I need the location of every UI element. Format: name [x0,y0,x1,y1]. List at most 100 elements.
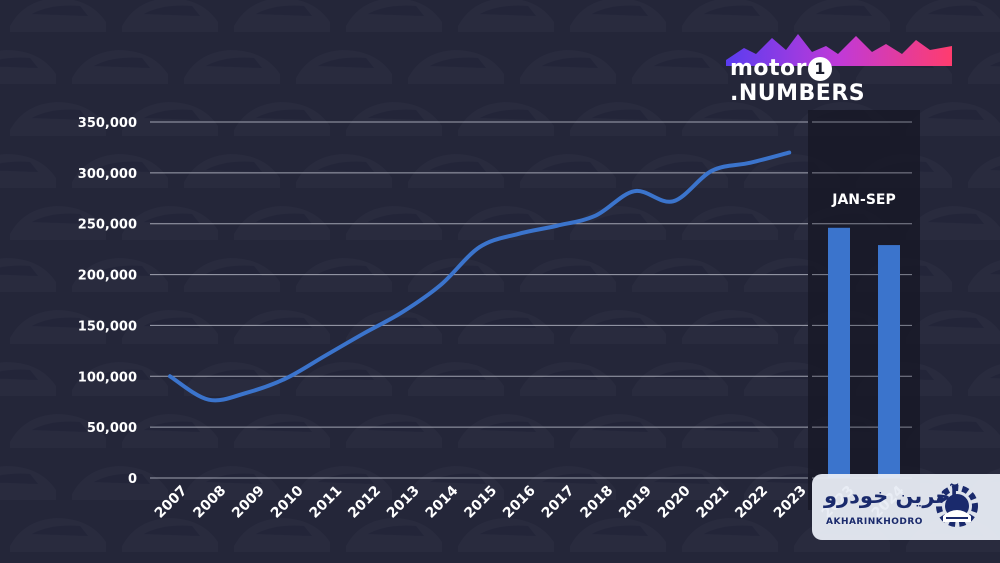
bg-car-window [430,369,486,380]
bg-car [72,258,168,292]
y-tick-label: 150,000 [78,319,137,334]
bg-car-window [256,213,312,224]
jan-sep-bar [878,245,900,478]
logo-wordmark: motor 1.NUMBERS [730,56,866,106]
bg-car [458,518,554,552]
bg-car [10,310,106,344]
bg-car [296,50,392,84]
bg-car [296,154,392,188]
bg-car-window [592,109,648,120]
bg-car-window [430,265,486,276]
bg-car [184,466,280,500]
bg-car-window [206,57,262,68]
x-tick-label: 2013 [384,483,423,522]
akharinkhodro-watermark: آخرین خودرو AKHARINKHODRO [812,474,1000,540]
jan-sep-bar [828,227,850,478]
y-tick-label: 0 [128,472,137,487]
x-tick-label: 2023 [771,483,810,522]
bg-car-window [816,5,872,16]
bg-car-window [94,265,150,276]
bg-car [10,414,106,448]
mountain-peaks-icon [726,34,952,66]
logo-number-badge: 1 [808,57,833,81]
x-tick-label: 2010 [268,483,307,522]
watermark-text-en: AKHARINKHODRO [826,517,923,527]
bg-car-window [430,161,486,172]
bg-car-window [990,269,1000,275]
bg-car [72,466,168,500]
bg-car [346,310,442,344]
bg-car [346,0,442,32]
x-tick-label: 2019 [616,483,655,522]
bg-car [122,414,218,448]
bg-car [682,310,778,344]
bg-car-window [368,109,424,120]
bg-car [906,206,1000,240]
bg-car [968,156,1000,188]
bg-car-window [542,473,598,484]
bg-car-window [430,57,486,68]
bg-car-window [928,317,984,328]
bg-car-window [32,317,88,328]
bg-car [122,206,218,240]
bg-car-window [256,525,312,536]
bg-car [906,414,1000,448]
x-tick-label: 2009 [229,483,268,522]
bg-car-window [990,373,1000,379]
x-tick-label: 2018 [577,483,616,522]
bg-car [408,362,504,396]
annual-sales-line [168,150,792,403]
bg-car-window [32,109,88,120]
bg-car [10,0,106,32]
bg-car-window [430,473,486,484]
watermark-text-fa: آخرین خودرو [824,484,958,508]
bg-car-window [480,213,536,224]
bg-car [72,154,168,188]
bg-car [632,362,728,396]
bg-car [520,362,616,396]
bg-car [968,364,1000,396]
y-tick-label: 50,000 [87,421,137,436]
bg-car [234,518,330,552]
bg-car-window [0,473,38,484]
bg-car-window [94,369,150,380]
x-tick-label: 2016 [500,483,539,522]
x-tick-label: 2011 [307,483,346,522]
bg-car [10,206,106,240]
bg-car [408,466,504,500]
bg-car-window [704,109,760,120]
bg-car [184,50,280,84]
bg-car [122,310,218,344]
bg-car-window [480,109,536,120]
x-axis-ticks: 2007 2008 2009 2010 2011 2012 2013 2014 2015 2016… [152,483,810,522]
bg-car-window [32,525,88,536]
bg-car [458,310,554,344]
x-tick-label: 2012 [345,483,384,522]
bg-car [72,50,168,84]
bg-car-window [654,473,710,484]
bg-car-window [144,5,200,16]
bg-car-window [318,265,374,276]
bg-car-window [990,165,1000,171]
bg-car-window [94,57,150,68]
bg-car-window [318,473,374,484]
bg-car [408,50,504,84]
y-tick-label: 100,000 [78,370,137,385]
bg-car-window [704,213,760,224]
bg-car-window [928,213,984,224]
bg-car [520,154,616,188]
bg-car [184,154,280,188]
bg-car [632,154,728,188]
bg-car [570,310,666,344]
bg-car-window [0,265,38,276]
y-tick-label: 250,000 [78,218,137,233]
x-tick-label: 2020 [655,483,694,522]
bg-car [520,50,616,84]
bg-car [682,102,778,136]
bg-car [72,362,168,396]
bg-car-window [94,161,150,172]
bg-car-window [256,5,312,16]
y-tick-label: 300,000 [78,167,137,182]
bg-car [570,414,666,448]
